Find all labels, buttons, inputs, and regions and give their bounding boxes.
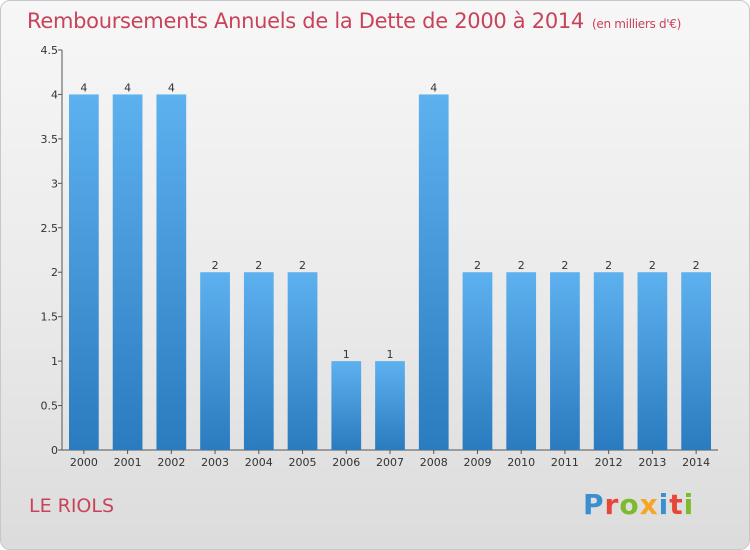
x-tick-label: 2005	[289, 456, 317, 469]
chart-unit: (en milliers d'€)	[592, 17, 682, 31]
x-tick-label: 2006	[332, 456, 360, 469]
brand-letter: r	[604, 488, 620, 521]
x-tick-label: 2013	[638, 456, 666, 469]
x-tick-label: 2008	[420, 456, 448, 469]
bar	[68, 94, 99, 450]
bar	[462, 272, 493, 450]
bar	[112, 94, 143, 450]
brand-letter: o	[619, 488, 640, 521]
y-tick-label: 4.5	[41, 44, 59, 57]
bar	[550, 272, 580, 450]
bar	[287, 272, 318, 450]
brand-logo: Proxiti	[583, 488, 694, 521]
data-label: 4	[80, 81, 87, 94]
x-tick-label: 2011	[551, 456, 579, 469]
x-tick-label: 2012	[595, 456, 623, 469]
bar	[681, 272, 712, 450]
y-tick-label: 0.5	[41, 400, 59, 413]
data-label: 2	[255, 259, 262, 272]
x-tick-label: 2010	[507, 456, 535, 469]
y-tick-label: 3	[51, 177, 58, 190]
bar	[506, 272, 537, 450]
title-text: Remboursements Annuels de la Dette de 20…	[27, 9, 584, 33]
data-label: 2	[605, 259, 612, 272]
x-tick-label: 2000	[70, 456, 98, 469]
data-label: 1	[343, 348, 350, 361]
y-tick-label: 1	[51, 355, 58, 368]
brand-letter: P	[583, 488, 605, 521]
bar	[243, 272, 274, 450]
data-label: 4	[124, 81, 131, 94]
data-label: 1	[387, 348, 394, 361]
bar	[418, 94, 449, 450]
x-tick-label: 2004	[245, 456, 273, 469]
x-tick-label: 2002	[157, 456, 185, 469]
brand-letter: i	[658, 488, 670, 521]
brand-letter: x	[639, 488, 659, 521]
data-label: 2	[561, 259, 568, 272]
y-tick-label: 4	[51, 88, 58, 101]
bar	[156, 94, 187, 450]
data-label: 2	[518, 259, 525, 272]
x-tick-label: 2009	[463, 456, 491, 469]
x-tick-label: 2003	[201, 456, 229, 469]
data-label: 2	[693, 259, 700, 272]
bar	[331, 361, 362, 450]
bar	[637, 272, 668, 450]
data-label: 4	[430, 81, 437, 94]
data-label: 2	[649, 259, 656, 272]
data-label: 2	[474, 259, 481, 272]
data-label: 4	[168, 81, 175, 94]
x-tick-label: 2014	[682, 456, 710, 469]
y-tick-label: 2	[51, 266, 58, 279]
x-tick-label: 2001	[114, 456, 142, 469]
y-tick-label: 2.5	[41, 222, 59, 235]
bar	[593, 272, 624, 450]
bar	[375, 361, 405, 450]
y-tick-label: 0	[51, 444, 58, 457]
bar	[200, 272, 230, 450]
data-label: 2	[299, 259, 306, 272]
brand-letter: t	[669, 488, 684, 521]
y-tick-label: 1.5	[41, 311, 59, 324]
chart-title: Remboursements Annuels de la Dette de 20…	[27, 9, 681, 33]
data-label: 2	[212, 259, 219, 272]
brand-letter: i	[683, 488, 695, 521]
y-tick-label: 3.5	[41, 133, 59, 146]
x-tick-label: 2007	[376, 456, 404, 469]
commune-name: LE RIOLS	[29, 495, 115, 517]
